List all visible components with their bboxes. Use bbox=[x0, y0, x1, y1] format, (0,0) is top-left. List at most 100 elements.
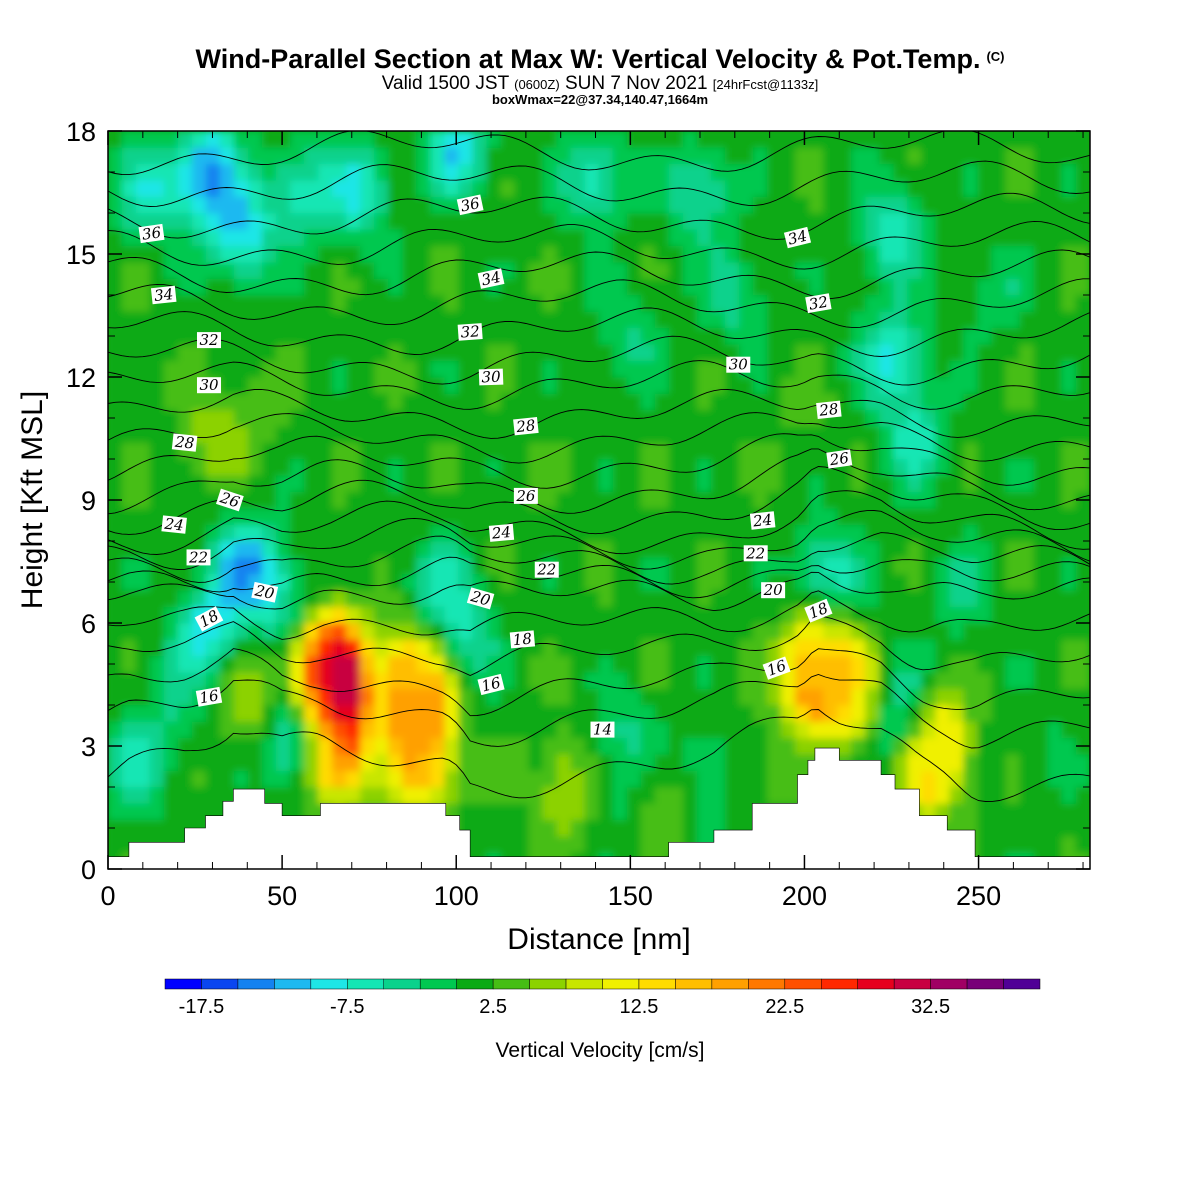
field-cell bbox=[598, 589, 614, 607]
field-cell bbox=[654, 393, 670, 411]
contour-label-text: 32 bbox=[199, 331, 218, 349]
field-cell bbox=[458, 229, 474, 247]
field-cell bbox=[949, 475, 965, 493]
field-cell bbox=[1005, 589, 1021, 607]
field-cell bbox=[304, 671, 319, 689]
field-cell bbox=[865, 688, 880, 706]
field-cell bbox=[556, 278, 572, 296]
contour-label-text: 32 bbox=[460, 322, 480, 341]
field-cell bbox=[402, 753, 417, 771]
field-cell bbox=[149, 770, 165, 788]
field-cell bbox=[977, 163, 993, 181]
field-cell bbox=[149, 409, 165, 427]
field-cell bbox=[149, 196, 165, 214]
field-cell bbox=[472, 343, 488, 361]
field-cell bbox=[149, 425, 165, 443]
field-cell bbox=[332, 606, 347, 624]
field-cell bbox=[682, 261, 698, 279]
field-cell bbox=[949, 360, 965, 378]
field-cell bbox=[668, 360, 684, 378]
field-cell bbox=[247, 163, 263, 181]
field-cell bbox=[177, 393, 193, 411]
field-cell bbox=[626, 589, 642, 607]
field-cell bbox=[262, 524, 277, 542]
field-cell bbox=[163, 393, 179, 411]
field-cell bbox=[1033, 393, 1049, 411]
field-cell bbox=[332, 671, 347, 689]
field-cell bbox=[991, 343, 1007, 361]
field-cell bbox=[738, 376, 754, 394]
field-cell bbox=[935, 245, 951, 263]
field-cell bbox=[205, 212, 221, 230]
field-cell bbox=[710, 786, 726, 804]
contour-label-box bbox=[215, 488, 244, 512]
field-cell bbox=[668, 655, 684, 673]
field-cell bbox=[668, 393, 684, 411]
field-cell bbox=[1047, 229, 1063, 247]
field-cell bbox=[374, 376, 389, 394]
field-cell bbox=[921, 557, 936, 575]
field-cell bbox=[640, 131, 656, 148]
contour-label-text: 34 bbox=[153, 285, 174, 305]
field-cell bbox=[781, 376, 796, 394]
field-cell bbox=[247, 540, 263, 558]
field-cell bbox=[121, 721, 137, 739]
field-cell bbox=[444, 737, 460, 755]
field-cell bbox=[724, 131, 740, 148]
field-cell bbox=[149, 606, 165, 624]
field-cell bbox=[528, 803, 544, 821]
field-cell bbox=[444, 311, 460, 329]
field-cell bbox=[304, 229, 319, 247]
field-cell bbox=[710, 179, 726, 197]
field-cell bbox=[219, 343, 235, 361]
field-cell bbox=[177, 179, 193, 197]
field-cell bbox=[233, 704, 249, 722]
field-cell bbox=[598, 278, 614, 296]
field-cell bbox=[935, 753, 951, 771]
field-cell bbox=[963, 622, 979, 640]
field-cell bbox=[809, 524, 824, 542]
field-cell bbox=[458, 131, 474, 148]
field-cell bbox=[682, 179, 698, 197]
field-cell bbox=[262, 770, 277, 788]
field-cell bbox=[360, 147, 375, 165]
field-cell bbox=[753, 770, 768, 788]
field-cell bbox=[149, 327, 165, 345]
field-cell bbox=[949, 803, 965, 821]
field-cell bbox=[247, 131, 263, 148]
field-cell bbox=[360, 491, 375, 509]
field-cell bbox=[767, 229, 782, 247]
field-cell bbox=[738, 327, 754, 345]
field-cell bbox=[556, 770, 572, 788]
field-cell bbox=[682, 589, 698, 607]
field-cell bbox=[837, 278, 852, 296]
field-cell bbox=[233, 163, 249, 181]
field-cell bbox=[935, 409, 951, 427]
field-cell bbox=[542, 442, 558, 460]
field-cell bbox=[710, 261, 726, 279]
field-cell bbox=[149, 376, 165, 394]
field-cell bbox=[767, 179, 782, 197]
field-cell bbox=[346, 622, 361, 640]
field-cell bbox=[921, 704, 936, 722]
field-cell bbox=[963, 688, 979, 706]
field-cell bbox=[1019, 753, 1035, 771]
field-cell bbox=[528, 311, 544, 329]
field-cell bbox=[1019, 606, 1035, 624]
field-cell bbox=[809, 688, 824, 706]
field-cell bbox=[486, 163, 502, 181]
colorbar: -17.5 -7.5 2.5 12.5 22.5 32.5 bbox=[164, 978, 1041, 1018]
field-cell bbox=[626, 442, 642, 460]
field-cell bbox=[584, 393, 600, 411]
field-cell bbox=[710, 655, 726, 673]
field-cell bbox=[304, 179, 319, 197]
field-cell bbox=[837, 311, 852, 329]
field-cell bbox=[1061, 507, 1077, 525]
field-cell bbox=[149, 507, 165, 525]
field-cell bbox=[304, 376, 319, 394]
field-cell bbox=[1075, 229, 1090, 247]
field-cell bbox=[149, 540, 165, 558]
field-cell bbox=[1061, 491, 1077, 509]
field-cell bbox=[907, 507, 922, 525]
field-cell bbox=[500, 671, 516, 689]
